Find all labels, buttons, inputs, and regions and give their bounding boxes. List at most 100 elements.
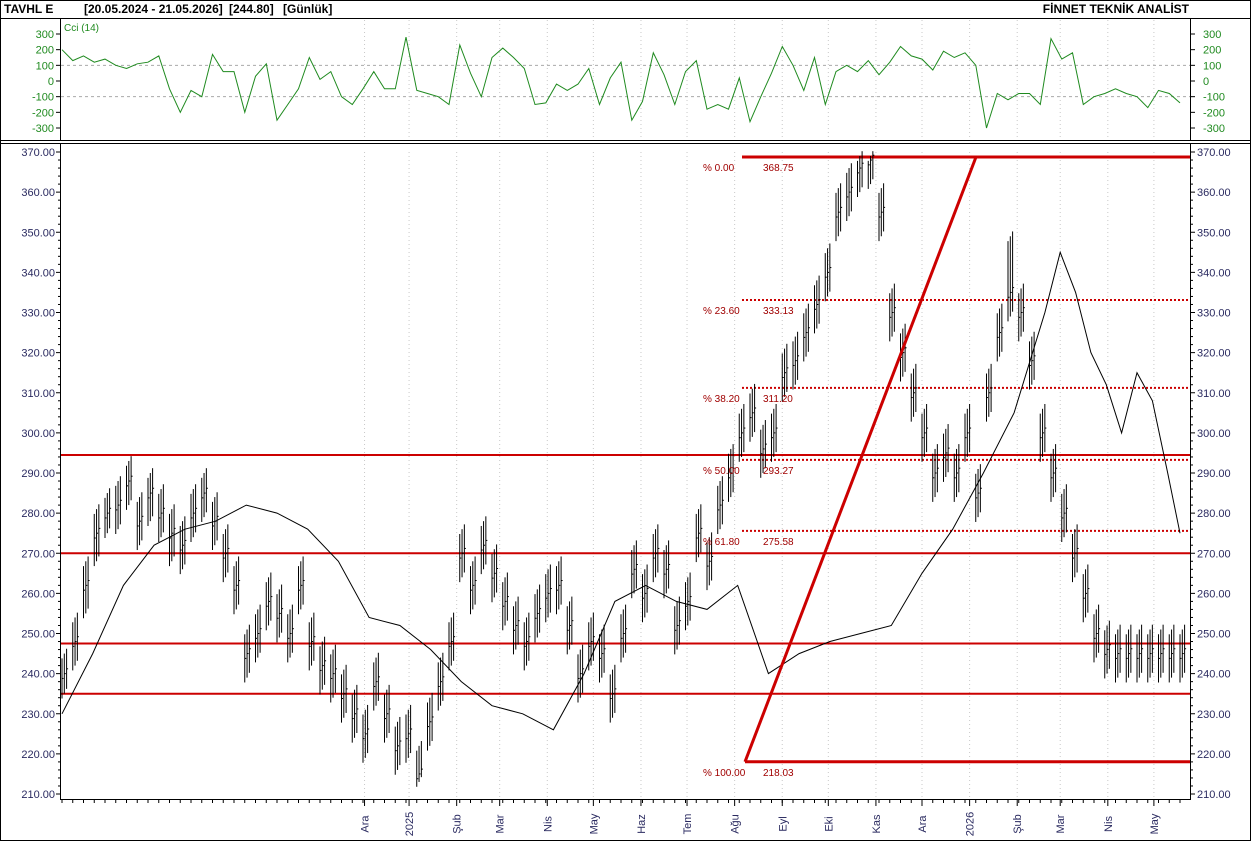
- x-tick-label: Ara: [917, 815, 929, 833]
- cci-panel: Cci (14) 300 200 100 0 -100 -200 -300 300 200 10…: [0, 18, 1251, 144]
- fibonacci-level-value: 333.13: [763, 306, 794, 317]
- price-panel: 370.00 360.00 350.00 340.00 330.00 320.00 310.…: [21, 144, 1231, 836]
- price-tick-label-right: 240.00: [1197, 669, 1231, 681]
- price-tick-label-left: 230.00: [21, 709, 55, 721]
- price-tick-label-right: 310.00: [1197, 388, 1231, 400]
- x-tick-label: Haz: [636, 814, 648, 834]
- header-period: [Günlük]: [283, 2, 332, 16]
- fibonacci-labels: % 0.00 368.75 % 23.60 333.13 % 38.20 311.20 % …: [703, 163, 794, 779]
- cci-tick-label-left: 100: [36, 60, 54, 72]
- price-ticks-right: 370.00 360.00 350.00 340.00 330.00 320.00 310.…: [1191, 147, 1231, 801]
- fibonacci-level-label: % 23.60: [703, 306, 740, 317]
- price-bars: [61, 151, 1187, 787]
- x-tick-label: May: [588, 813, 600, 834]
- x-tick-label: Ağu: [730, 814, 742, 834]
- price-tick-label-right: 360.00: [1197, 187, 1231, 199]
- cci-series-line: [61, 36, 1181, 129]
- x-tick-label: May: [1149, 813, 1161, 834]
- x-tick-label: Eki: [823, 816, 835, 831]
- price-tick-label-right: 210.00: [1197, 789, 1231, 801]
- price-tick-label-left: 330.00: [21, 308, 55, 320]
- fibonacci-level-value: 218.03: [763, 768, 794, 779]
- price-tick-label-left: 220.00: [21, 749, 55, 761]
- price-tick-label-left: 250.00: [21, 629, 55, 641]
- price-tick-label-left: 290.00: [21, 468, 55, 480]
- fibonacci-level-value: 275.58: [763, 537, 794, 548]
- x-tick-label: Mar: [495, 814, 507, 833]
- cci-ticks-left: 300 200 100 0 -100 -200 -300: [32, 29, 60, 135]
- x-tick-label: Nis: [1103, 816, 1115, 832]
- cci-tick-label-left: -100: [32, 92, 54, 104]
- price-tick-label-left: 260.00: [21, 588, 55, 600]
- x-tick-label: Eyl: [777, 816, 789, 831]
- fibonacci-level-label: % 100.00: [703, 768, 746, 779]
- price-tick-label-right: 270.00: [1197, 548, 1231, 560]
- price-tick-label-right: 350.00: [1197, 227, 1231, 239]
- fibonacci-trend-line: [743, 156, 978, 763]
- x-tick-label: Şub: [452, 814, 464, 834]
- x-tick-label: 2026: [965, 812, 977, 836]
- price-tick-label-left: 360.00: [21, 187, 55, 199]
- fibonacci-level-value: 311.20: [763, 394, 793, 405]
- fibonacci-level-value: 293.27: [763, 466, 794, 477]
- price-tick-label-right: 340.00: [1197, 267, 1231, 279]
- cci-tick-label-right: -300: [1203, 123, 1225, 135]
- price-tick-label-right: 300.00: [1197, 428, 1231, 440]
- cci-tick-label-left: 200: [36, 45, 54, 57]
- price-tick-label-left: 240.00: [21, 669, 55, 681]
- price-tick-label-right: 250.00: [1197, 629, 1231, 641]
- price-tick-label-right: 370.00: [1197, 147, 1231, 159]
- price-tick-label-left: 310.00: [21, 388, 55, 400]
- header-last-price: [244.80]: [229, 2, 274, 16]
- x-tick-label: Kas: [871, 814, 883, 833]
- fibonacci-level-value: 368.75: [763, 163, 794, 174]
- price-tick-label-right: 260.00: [1197, 588, 1231, 600]
- price-tick-label-right: 290.00: [1197, 468, 1231, 480]
- price-tick-label-left: 370.00: [21, 147, 55, 159]
- cci-tick-label-right: 0: [1203, 76, 1209, 88]
- cci-tick-label-left: -300: [32, 123, 54, 135]
- header-brand: FİNNET TEKNİK ANALİST: [1043, 1, 1190, 16]
- cci-tick-label-right: -100: [1203, 92, 1225, 104]
- fibonacci-level-label: % 50.00: [703, 466, 740, 477]
- x-tick-label: 2025: [404, 812, 416, 836]
- price-tick-label-right: 280.00: [1197, 508, 1231, 520]
- x-tick-label: Nis: [542, 816, 554, 832]
- x-tick-label: Şub: [1012, 814, 1024, 834]
- x-tick-label: Ara: [360, 815, 372, 833]
- price-tick-label-left: 320.00: [21, 348, 55, 360]
- price-tick-label-left: 280.00: [21, 508, 55, 520]
- x-tick-label: Tem: [682, 814, 694, 835]
- price-ticks-left: 370.00 360.00 350.00 340.00 330.00 320.00 310.…: [21, 147, 60, 801]
- price-tick-label-right: 230.00: [1197, 709, 1231, 721]
- cci-ticks-right: 300 200 100 0 -100 -200 -300: [1191, 29, 1225, 135]
- header-symbol: TAVHL E: [4, 2, 53, 16]
- price-tick-label-left: 300.00: [21, 428, 55, 440]
- x-axis: Ara 2025 Şub Mar Nis May Haz Tem Ağu Eyl Eki Kas Ara…: [61, 800, 1181, 836]
- price-tick-label-left: 340.00: [21, 267, 55, 279]
- cci-tick-label-right: -200: [1203, 107, 1225, 119]
- price-tick-label-right: 320.00: [1197, 348, 1231, 360]
- fibonacci-level-label: % 0.00: [703, 163, 735, 174]
- header-date-range: [20.05.2024 - 21.05.2026]: [84, 2, 223, 16]
- price-tick-label-right: 330.00: [1197, 308, 1231, 320]
- cci-tick-label-right: 300: [1203, 29, 1221, 41]
- cci-tick-label-left: 0: [48, 76, 54, 88]
- price-tick-label-left: 350.00: [21, 227, 55, 239]
- cci-tick-label-right: 100: [1203, 60, 1221, 72]
- cci-tick-label-left: -200: [32, 107, 54, 119]
- price-tick-label-left: 210.00: [21, 789, 55, 801]
- x-tick-label: Mar: [1055, 814, 1067, 833]
- cci-tick-label-left: 300: [36, 29, 54, 41]
- fibonacci-level-label: % 38.20: [703, 394, 740, 405]
- moving-average-line: [61, 250, 1181, 731]
- cci-tick-label-right: 200: [1203, 45, 1221, 57]
- price-tick-label-left: 270.00: [21, 548, 55, 560]
- price-tick-label-right: 220.00: [1197, 749, 1231, 761]
- fibonacci-level-label: % 61.80: [703, 537, 740, 548]
- fibonacci-lines: [742, 155, 1190, 764]
- cci-title: Cci (14): [64, 23, 99, 34]
